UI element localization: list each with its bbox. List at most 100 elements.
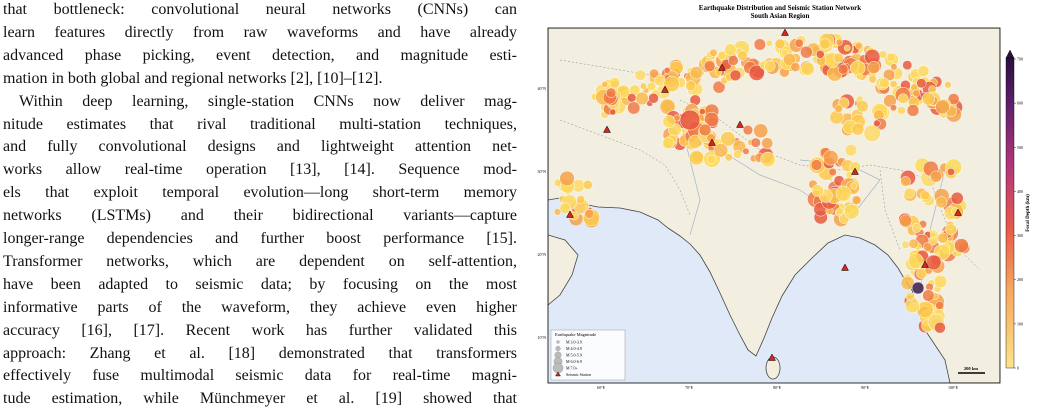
earthquake xyxy=(662,137,675,149)
earthquake xyxy=(753,123,769,139)
earthquake xyxy=(922,242,933,252)
earthquake xyxy=(634,69,647,81)
earthquakes xyxy=(553,32,971,334)
station xyxy=(736,120,744,128)
earthquake xyxy=(663,67,671,74)
earthquake xyxy=(897,106,906,115)
text-line: effectively fuse multimodal seismic data… xyxy=(3,367,517,385)
text-line: informative parts of the waveform, they … xyxy=(3,298,517,316)
earthquake xyxy=(935,301,945,310)
earthquake xyxy=(902,60,913,71)
earthquake xyxy=(868,75,877,84)
earthquake xyxy=(764,60,776,72)
x-tick-label: 80°E xyxy=(773,385,782,390)
earthquake xyxy=(712,80,726,94)
earthquake xyxy=(811,184,824,197)
earthquake xyxy=(742,124,754,136)
earthquake xyxy=(929,231,937,239)
legend-label: M 3.0-3.9 xyxy=(566,340,582,345)
earthquake xyxy=(559,170,575,187)
earthquake xyxy=(794,38,804,48)
earthquake xyxy=(835,185,852,202)
earthquake xyxy=(663,75,680,93)
earthquake xyxy=(944,81,952,89)
station xyxy=(768,353,776,361)
station xyxy=(954,208,962,216)
earthquake xyxy=(835,38,843,46)
earthquake xyxy=(834,104,843,113)
earthquake xyxy=(576,195,586,204)
earthquake xyxy=(753,38,766,51)
station xyxy=(841,263,849,271)
earthquake xyxy=(790,62,801,72)
earthquake xyxy=(774,38,786,50)
map-frame xyxy=(547,27,1001,384)
colorbar-tick-label: 200 xyxy=(1017,277,1023,282)
earthquake xyxy=(843,44,851,52)
earthquake xyxy=(737,50,748,61)
text-line: nitude estimates that rival traditional … xyxy=(3,115,517,133)
earthquake xyxy=(733,150,742,159)
earthquake xyxy=(609,108,617,116)
x-tick-label: 100°E xyxy=(948,385,959,390)
earthquake xyxy=(889,104,897,112)
earthquake xyxy=(917,65,930,78)
earthquake xyxy=(685,80,697,92)
station xyxy=(921,260,929,268)
earthquake xyxy=(748,64,765,81)
colorbar-extend xyxy=(1005,49,1015,59)
earthquake xyxy=(646,81,657,91)
earthquake xyxy=(605,87,617,99)
earthquake xyxy=(724,153,733,162)
station xyxy=(718,63,726,71)
stations xyxy=(566,28,962,361)
earthquake xyxy=(947,167,955,176)
earthquake xyxy=(689,66,704,80)
earthquake xyxy=(907,253,924,269)
earthquake xyxy=(800,45,813,59)
earthquake xyxy=(920,190,931,201)
land-arabia xyxy=(548,234,579,306)
earthquake xyxy=(935,196,948,209)
earthquake xyxy=(584,209,595,219)
legend-title: Earthquake Magnitude xyxy=(555,332,596,337)
earthquake xyxy=(950,191,964,205)
colorbar-tick-label: 500 xyxy=(1017,145,1023,150)
earthquake xyxy=(843,203,860,220)
colorbar-tick-label: 300 xyxy=(1017,233,1023,238)
earthquake xyxy=(673,114,681,122)
earthquake xyxy=(899,214,913,228)
earthquake xyxy=(703,111,720,128)
earthquake xyxy=(912,89,921,97)
colorbar xyxy=(1005,57,1015,369)
earthquake xyxy=(822,149,839,166)
text-line: learn features directly from raw wavefor… xyxy=(3,23,517,41)
station xyxy=(661,85,669,93)
earthquake xyxy=(905,291,915,302)
earthquake xyxy=(765,39,773,47)
earthquake xyxy=(703,60,716,72)
earthquake xyxy=(706,154,716,164)
colorbar-tick-label: 400 xyxy=(1017,189,1023,194)
earthquake xyxy=(921,92,935,106)
earthquake xyxy=(815,49,825,59)
earthquake xyxy=(829,110,844,125)
earthquake xyxy=(954,238,969,253)
earthquake xyxy=(836,207,844,216)
earthquake xyxy=(863,124,881,142)
earthquake xyxy=(837,63,849,75)
earthquake xyxy=(935,99,950,115)
earthquake xyxy=(559,202,571,214)
earthquake xyxy=(648,92,659,104)
text-line: longer-range dependencies and further bo… xyxy=(3,230,517,247)
y-tick-label: 40°N xyxy=(538,86,547,91)
earthquake xyxy=(911,281,925,295)
y-tick-label: 10°N xyxy=(538,335,547,340)
earthquake xyxy=(855,41,863,50)
earthquake xyxy=(903,187,915,199)
earthquake xyxy=(856,100,869,113)
text-line: Transformer networks, which are dependen… xyxy=(3,252,517,270)
legend-label: M 4.0-4.9 xyxy=(566,346,582,351)
